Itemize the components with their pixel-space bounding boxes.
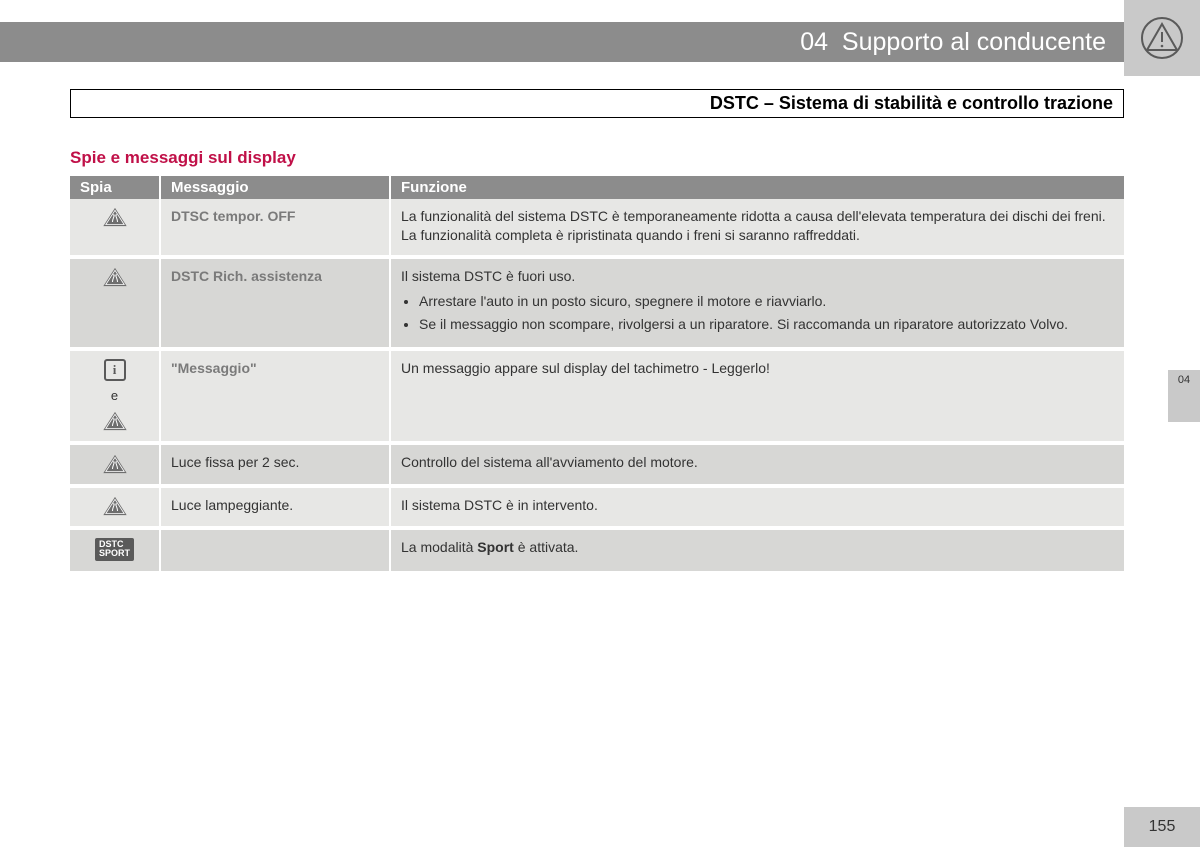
funzione-cell: La funzionalità del sistema DSTC è tempo…: [390, 199, 1124, 257]
messaggio-text: DSTC Rich. assistenza: [171, 268, 322, 284]
messaggio-text: Luce lampeggiante.: [171, 497, 293, 513]
warning-triangle-icon: [102, 267, 128, 287]
col-header-spia: Spia: [70, 176, 160, 199]
col-header-messaggio: Messaggio: [160, 176, 390, 199]
funzione-cell: La modalità Sport è attivata.: [390, 528, 1124, 573]
spia-cell: e: [70, 349, 160, 443]
funzione-cell: Controllo del sistema all'avviamento del…: [390, 443, 1124, 485]
messaggio-cell: DSTC Rich. assistenza: [160, 257, 390, 350]
warning-triangle-icon: [102, 207, 128, 227]
messaggio-cell: DTSC tempor. OFF: [160, 199, 390, 257]
funzione-bullet-list: Arrestare l'auto in un posto sicuro, spe…: [419, 292, 1114, 334]
spia-cell: [70, 257, 160, 350]
connector-e: e: [80, 387, 149, 405]
dstc-messages-table: Spia Messaggio Funzione DTSC tempor. OFF…: [70, 176, 1124, 575]
messaggio-text: DTSC tempor. OFF: [171, 208, 295, 224]
section-heading: Spie e messaggi sul display: [70, 148, 296, 168]
info-square-icon: [104, 359, 126, 381]
table-header-row: Spia Messaggio Funzione: [70, 176, 1124, 199]
warning-triangle-icon: [102, 454, 128, 474]
col-header-funzione: Funzione: [390, 176, 1124, 199]
funzione-text: Il sistema DSTC è in intervento.: [401, 497, 598, 513]
section-subheader-text: DSTC – Sistema di stabilità e controllo …: [710, 93, 1113, 113]
chapter-number: 04: [800, 28, 828, 56]
funzione-text: Controllo del sistema all'avviamento del…: [401, 454, 698, 470]
messaggio-cell: Luce lampeggiante.: [160, 486, 390, 528]
table-row: DSTC Rich. assistenza Il sistema DSTC è f…: [70, 257, 1124, 350]
funzione-lead: Il sistema DSTC è fuori uso.: [401, 267, 1114, 286]
messaggio-cell: [160, 528, 390, 573]
dstc-sport-badge: DSTCSPORT: [95, 538, 134, 561]
table-row: Luce fissa per 2 sec. Controllo del siste…: [70, 443, 1124, 485]
corner-warning-icon-block: [1124, 0, 1200, 76]
warning-triangle-icon: [102, 411, 128, 431]
warning-triangle-icon: [102, 496, 128, 516]
table-row: DTSC tempor. OFF La funzionalità del sist…: [70, 199, 1124, 257]
funzione-cell: Il sistema DSTC è fuori uso. Arrestare l'…: [390, 257, 1124, 350]
funzione-text: La funzionalità del sistema DSTC è tempo…: [401, 208, 1106, 243]
section-subheader-box: DSTC – Sistema di stabilità e controllo …: [70, 89, 1124, 118]
funzione-cell: Il sistema DSTC è in intervento.: [390, 486, 1124, 528]
messaggio-cell: "Messaggio": [160, 349, 390, 443]
spia-cell: [70, 443, 160, 485]
messaggio-cell: Luce fissa per 2 sec.: [160, 443, 390, 485]
chapter-name: Supporto al conducente: [842, 28, 1106, 56]
funzione-text: La modalità Sport è attivata.: [401, 539, 578, 555]
funzione-text: Un messaggio appare sul display del tach…: [401, 360, 770, 376]
funzione-cell: Un messaggio appare sul display del tach…: [390, 349, 1124, 443]
funzione-bullet: Arrestare l'auto in un posto sicuro, spe…: [419, 292, 1114, 311]
table-row: e "Messaggio" Un messaggio appare sul disp…: [70, 349, 1124, 443]
chapter-title: 04 Supporto al conducente: [800, 28, 1106, 57]
table-row: DSTCSPORT La modalità Sport è attivata.: [70, 528, 1124, 573]
messaggio-text: Luce fissa per 2 sec.: [171, 454, 299, 470]
table-row: Luce lampeggiante. Il sistema DSTC è in i…: [70, 486, 1124, 528]
spia-cell: [70, 486, 160, 528]
spia-cell: DSTCSPORT: [70, 528, 160, 573]
messaggio-text: "Messaggio": [171, 360, 257, 376]
chapter-header-bar: 04 Supporto al conducente: [0, 22, 1124, 62]
page-number: 155: [1149, 818, 1176, 836]
side-tab-label: 04: [1178, 374, 1190, 386]
spia-cell: [70, 199, 160, 257]
funzione-bullet: Se il messaggio non scompare, rivolgersi…: [419, 315, 1114, 334]
page-number-box: 155: [1124, 807, 1200, 847]
side-chapter-tab: 04: [1168, 370, 1200, 422]
warning-circle-icon: [1140, 16, 1184, 60]
